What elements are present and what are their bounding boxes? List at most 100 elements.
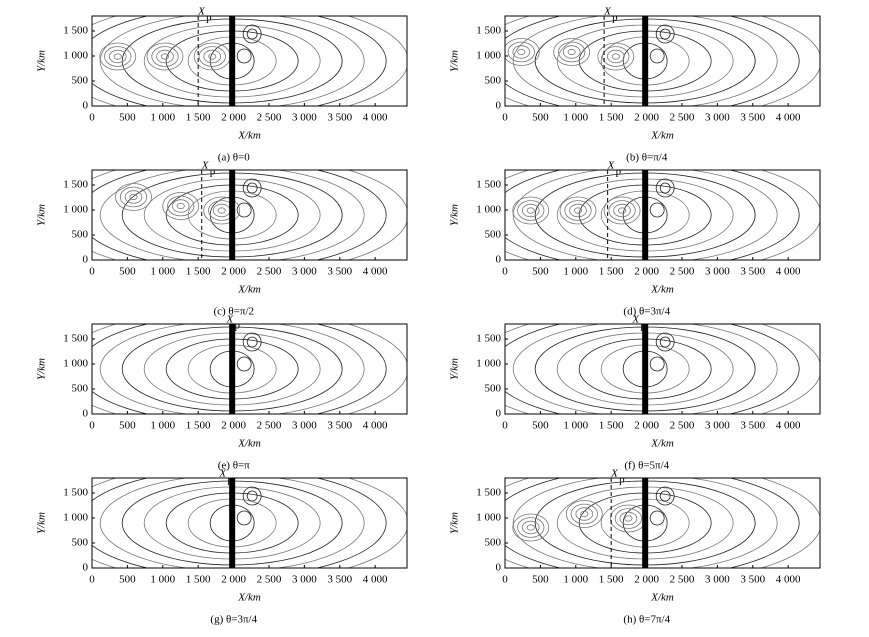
eddy [113, 53, 122, 60]
eddy [217, 207, 226, 214]
xp-subscript: p [640, 320, 646, 332]
eddy [613, 203, 631, 218]
vortex [246, 336, 258, 348]
eddy [115, 183, 152, 211]
contour-line [505, 170, 800, 260]
xp-subscript: p [234, 320, 240, 332]
eddy [614, 508, 643, 529]
x-tick-label: 1 000 [150, 112, 175, 124]
frame [91, 323, 408, 415]
x-tick-label: 3 000 [292, 112, 317, 124]
eddy [569, 203, 587, 218]
xp-label: X [218, 468, 227, 480]
y-tick-label: 500 [485, 537, 502, 549]
eddy [570, 503, 598, 525]
xp-label: X [201, 160, 210, 172]
y-axis-label: Y/km [449, 50, 461, 72]
x-tick-label: 2 000 [634, 574, 659, 586]
eddy [606, 49, 625, 64]
eddy [553, 38, 591, 66]
contour-line [505, 478, 800, 568]
eddy [602, 46, 630, 67]
barrier [229, 16, 236, 106]
vortex [655, 332, 675, 352]
x-tick-label: 1 000 [563, 420, 588, 432]
eddy [124, 190, 143, 204]
eddy [146, 42, 184, 71]
xp-label: X [631, 314, 640, 326]
caption: (b) θ=π/4 [626, 152, 668, 164]
x-tick-label: 1 500 [186, 112, 211, 124]
vortex [649, 510, 665, 526]
contour-line [92, 16, 387, 106]
y-tick-label: 1 000 [63, 50, 88, 62]
y-tick-label: 1 500 [63, 179, 88, 191]
barrier [642, 16, 649, 106]
x-tick-label: 2 500 [257, 420, 282, 432]
x-tick-label: 3 500 [740, 112, 765, 124]
frame [504, 15, 821, 107]
x-tick-label: 0 [89, 574, 95, 586]
x-tick-label: 2 500 [257, 574, 282, 586]
x-tick-label: 2 000 [634, 420, 659, 432]
x-tick-label: 2 000 [221, 112, 246, 124]
y-tick-label: 1 500 [476, 487, 501, 499]
eddy [104, 46, 132, 67]
frame [504, 169, 821, 261]
x-tick-label: 3 000 [705, 574, 730, 586]
vortex [659, 490, 671, 502]
y-tick-label: 1 000 [63, 358, 88, 370]
x-tick-label: 2 000 [634, 266, 659, 278]
eddy [611, 53, 620, 60]
vortex [649, 48, 665, 64]
x-tick-label: 2 000 [221, 266, 246, 278]
x-tick-label: 500 [119, 266, 136, 278]
vortex [655, 486, 675, 506]
y-axis-label: Y/km [36, 358, 48, 380]
y-tick-label: 0 [496, 100, 502, 112]
eddy [574, 207, 583, 214]
x-tick-label: 3 500 [327, 420, 352, 432]
x-tick-label: 4 000 [776, 420, 801, 432]
y-tick-label: 500 [72, 383, 89, 395]
y-tick-label: 0 [83, 254, 89, 266]
y-tick-label: 0 [83, 562, 89, 574]
y-tick-label: 500 [485, 229, 502, 241]
x-tick-label: 500 [119, 420, 136, 432]
y-tick-label: 1 500 [476, 25, 501, 37]
y-tick-label: 500 [72, 229, 89, 241]
x-tick-label: 0 [89, 112, 95, 124]
eddy [526, 207, 535, 214]
contour-line [512, 170, 778, 260]
x-tick-label: 4 000 [776, 266, 801, 278]
y-axis-label: Y/km [36, 512, 48, 534]
x-tick-label: 4 000 [776, 112, 801, 124]
vortex [236, 510, 252, 526]
contour-line [92, 324, 387, 414]
x-axis-label: X/km [237, 130, 261, 142]
eddy [203, 196, 241, 225]
panel: 0 500 1 000 1 500 2 000 2 500 3 000 3 500 4 000 0… [36, 160, 408, 318]
y-tick-label: 1 500 [63, 333, 88, 345]
vortex [246, 28, 258, 40]
contour-line [92, 170, 387, 260]
eddy [119, 186, 148, 208]
vortex [236, 48, 252, 64]
eddy [129, 193, 138, 201]
contours [92, 478, 407, 568]
vortex [655, 178, 675, 198]
x-tick-label: 1 500 [186, 574, 211, 586]
frame [91, 477, 408, 569]
eddy [565, 500, 603, 528]
x-tick-label: 0 [89, 420, 95, 432]
x-tick-label: 0 [502, 574, 508, 586]
x-axis-label: X/km [237, 438, 261, 450]
panel: 0 500 1 000 1 500 2 000 2 500 3 000 3 500 4 000 0… [36, 6, 408, 164]
eddy [512, 196, 550, 225]
vortex [246, 490, 258, 502]
eddy [193, 42, 231, 71]
xp-label: X [603, 6, 612, 18]
x-tick-label: 1 000 [150, 574, 175, 586]
x-tick-label: 1 000 [150, 420, 175, 432]
eddy [517, 48, 526, 56]
